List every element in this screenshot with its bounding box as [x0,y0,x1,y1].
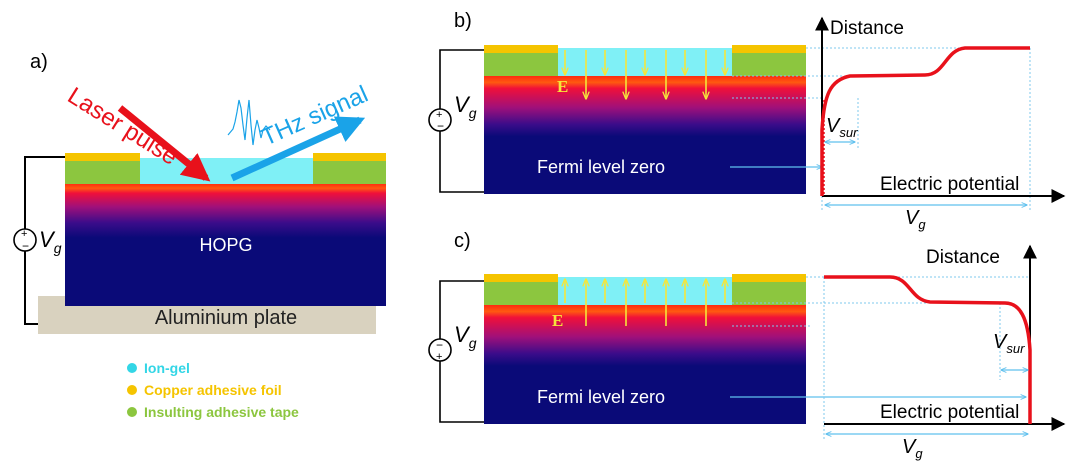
voltage-label-c: Vg [454,322,477,351]
laser-arrow [117,105,211,182]
voltage-source-a [13,228,37,252]
hopg-substrate-c [484,303,806,424]
field-label-b: E [557,77,568,96]
aluminium-plate-label: Aluminium plate [155,307,297,329]
vsur-label-b: Vsur [826,115,858,140]
vsur-label-c: Vsur [993,331,1025,356]
legend-dot-copper [127,385,137,395]
voltage-label-b: Vg [454,92,477,121]
vg-label-c: Vg [902,436,923,461]
panel-b-label: b) [454,10,472,32]
thz-waveform [227,99,271,146]
legend-ion-gel: Ion-gel [144,360,190,376]
tape-left-b [484,52,558,76]
legend-tape: Insulting adhesive tape [144,404,299,420]
copper-left-a [65,153,140,161]
panel-b: b) + − Vg E Fermi level zero [428,10,1066,232]
tape-left-a [65,160,140,184]
svg-text:+: + [436,351,442,363]
tape-left-c [484,281,558,305]
ion-gel-a [140,158,314,184]
legend-a: Ion-gel Copper adhesive foil Insulting a… [127,360,299,420]
copper-right-c [732,274,806,282]
svg-text:−: − [22,239,29,253]
legend-dot-ion-gel [127,363,137,373]
copper-right-b [732,45,806,53]
vg-label-b: Vg [905,207,926,232]
thz-arrow [230,116,366,182]
guide-lines-b [732,47,1031,210]
copper-left-b [484,45,558,53]
copper-right-a [313,153,386,161]
tape-right-b [732,52,806,76]
copper-left-c [484,274,558,282]
hopg-substrate [65,182,386,306]
tape-right-c [732,281,806,305]
tape-right-a [313,160,386,184]
fermi-label-c: Fermi level zero [537,387,665,407]
voltage-source-b [428,108,452,132]
y-axis-label-c: Distance [926,247,1000,268]
field-arrows-b [565,50,725,98]
x-axis-label-b: Electric potential [880,174,1019,195]
panel-c-label: c) [454,230,471,252]
hopg-substrate-b [484,74,806,194]
panel-a: a) + − Vg Aluminium plate HOPG Laser pul… [13,51,386,420]
field-arrows-c [565,280,725,326]
voltage-label-a: Vg [39,227,62,256]
svg-text:−: − [437,119,444,133]
panel-c: c) − + Vg E Fermi level zero [428,230,1066,461]
potential-curve-c [824,275,1032,424]
panel-a-label: a) [30,51,48,73]
field-label-c: E [552,311,563,330]
svg-text:+: + [436,109,442,121]
svg-text:+: + [21,228,27,240]
x-axis-label-c: Electric potential [880,402,1019,423]
voltage-source-c [428,338,452,362]
legend-copper: Copper adhesive foil [144,382,282,398]
legend-dot-tape [127,407,137,417]
fermi-label-b: Fermi level zero [537,157,665,177]
svg-text:−: − [436,338,443,352]
hopg-label: HOPG [199,235,252,255]
y-axis-label-b: Distance [830,18,904,39]
